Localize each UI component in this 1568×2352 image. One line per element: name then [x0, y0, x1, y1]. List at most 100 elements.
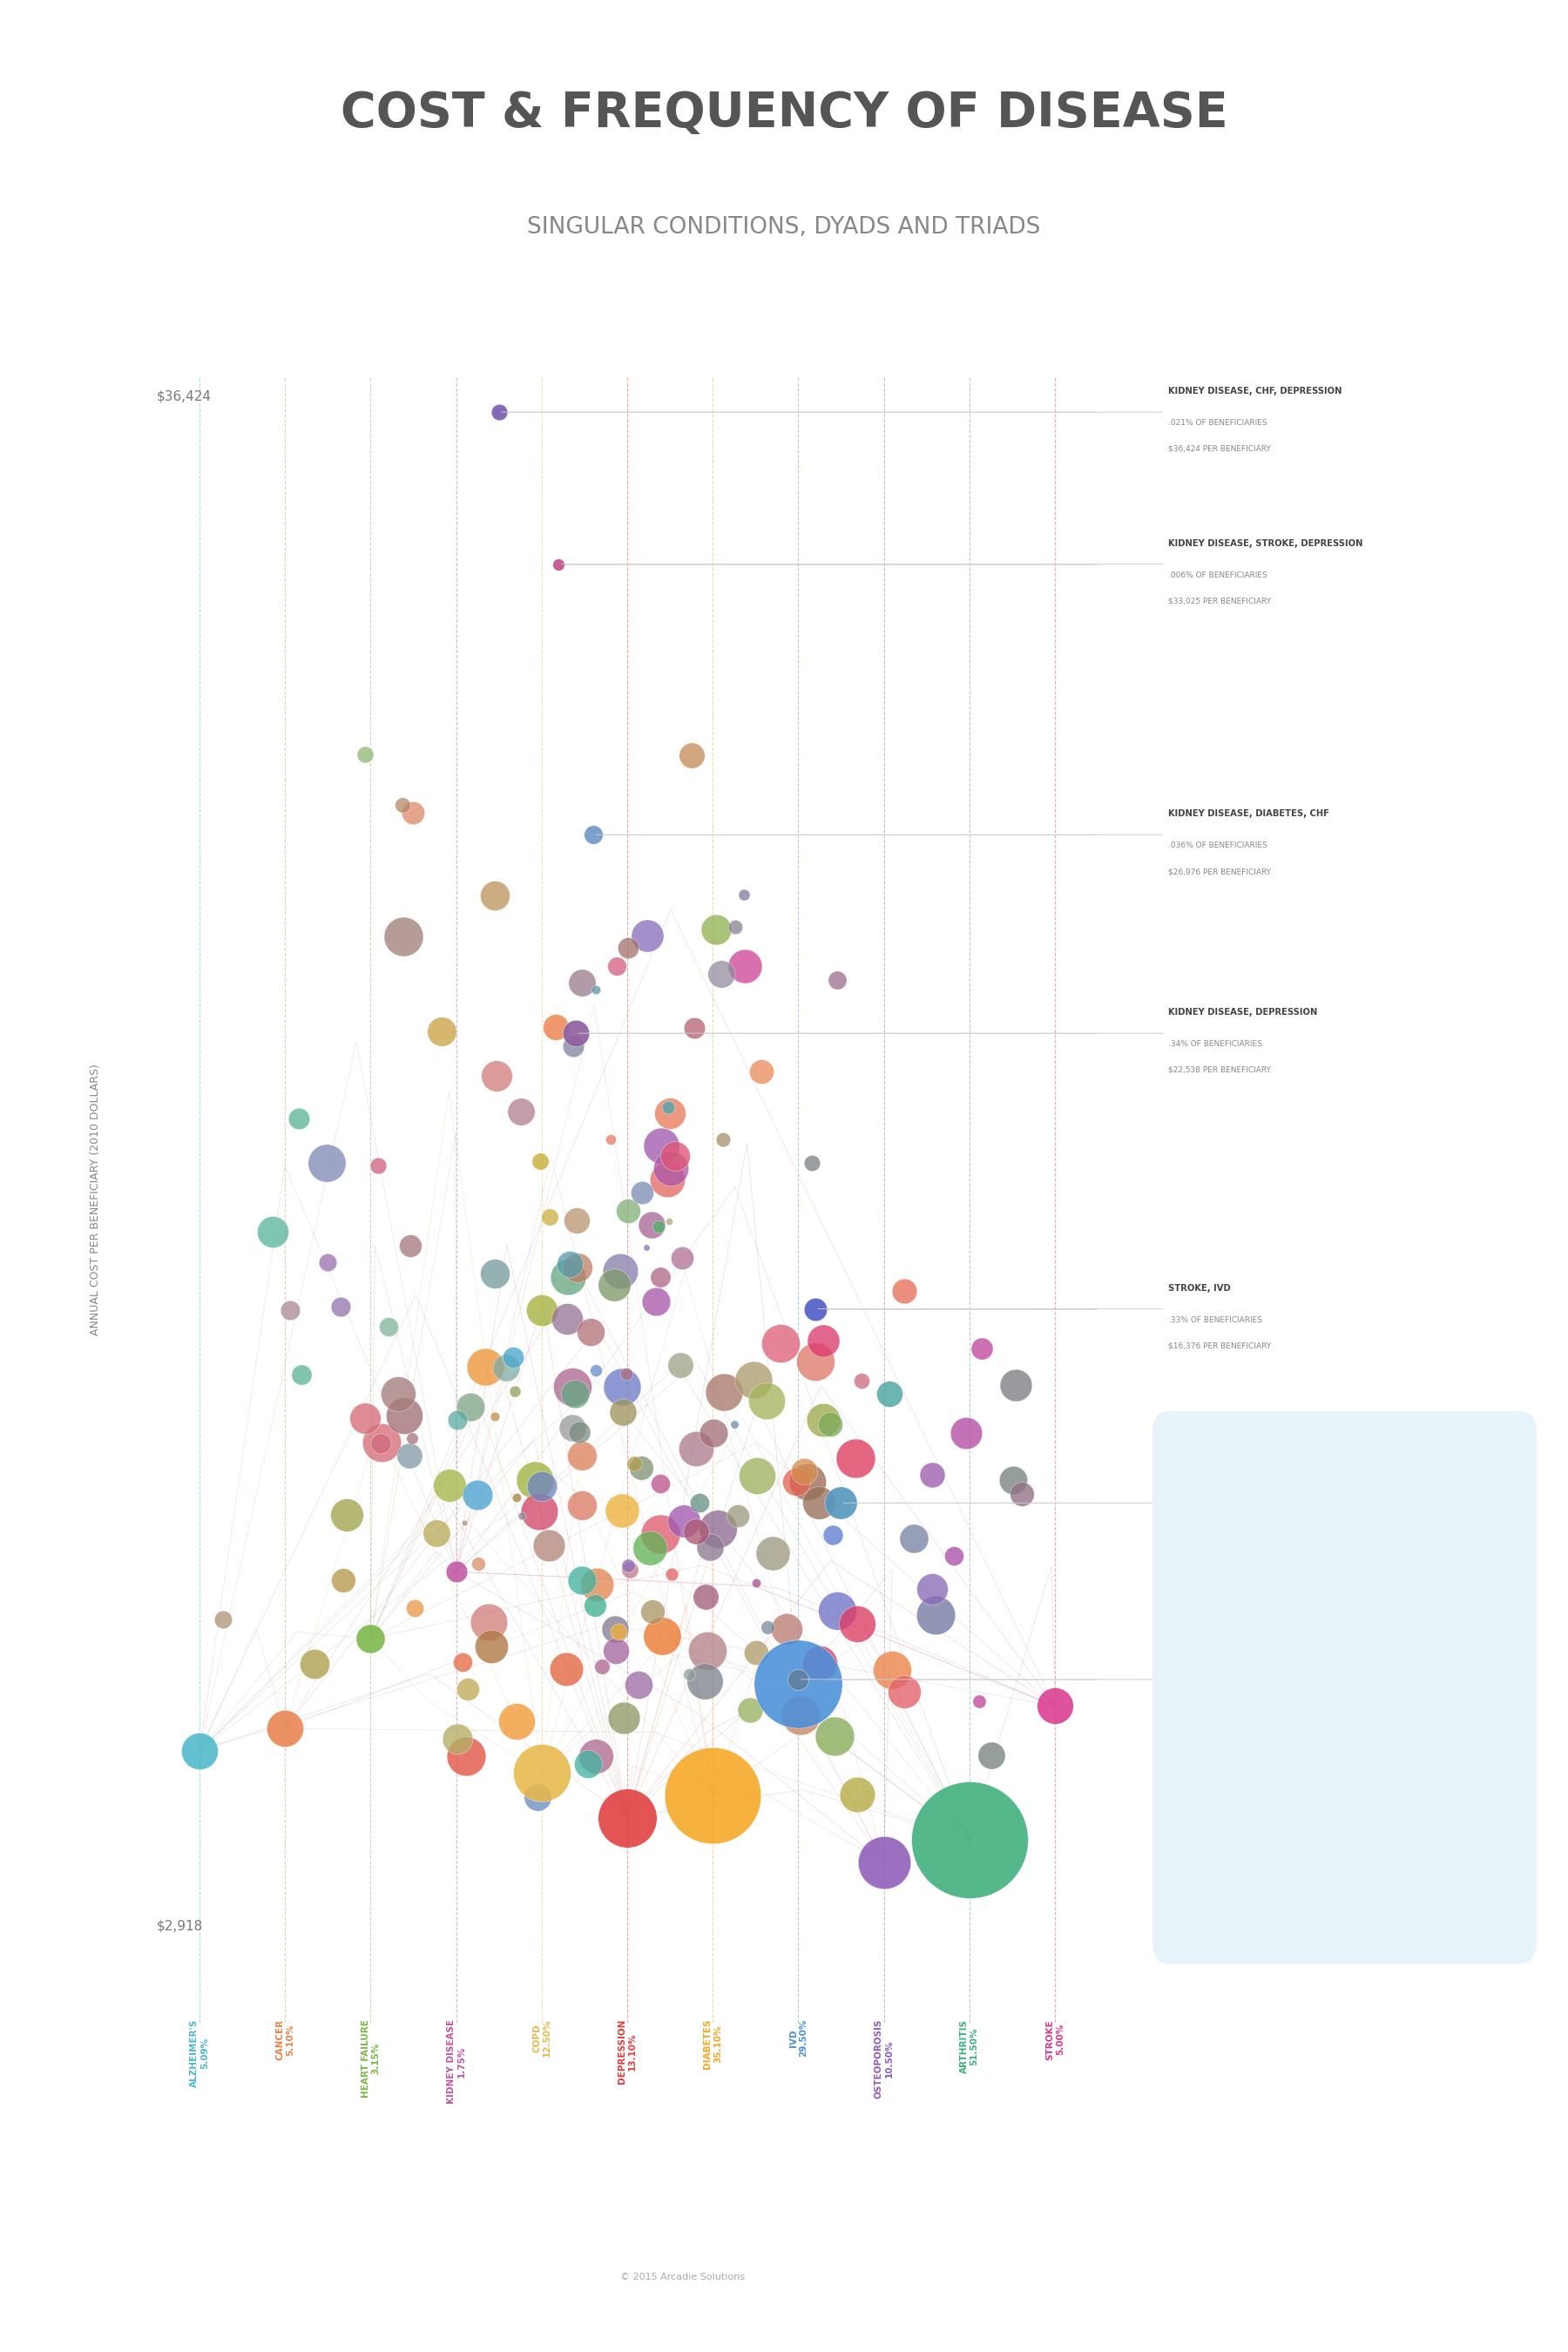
- Text: .021% OF BENEFICIARIES: .021% OF BENEFICIARIES: [1168, 419, 1267, 428]
- Point: [583, 1738, 608, 1776]
- Point: [445, 1719, 470, 1757]
- Point: [789, 1696, 814, 1733]
- Point: [662, 1136, 687, 1174]
- Point: [560, 1028, 585, 1065]
- Point: [616, 1192, 641, 1230]
- Point: [978, 1736, 1004, 1773]
- Point: [646, 1207, 671, 1244]
- Point: [210, 1602, 235, 1639]
- Point: [386, 1376, 411, 1414]
- Point: [616, 1548, 641, 1585]
- Point: [657, 1202, 682, 1240]
- Point: [583, 1566, 608, 1604]
- Point: [1000, 1461, 1025, 1498]
- Text: CANCER
5.10%: CANCER 5.10%: [276, 2018, 295, 2060]
- Point: [626, 1665, 651, 1703]
- Point: [806, 1484, 831, 1522]
- Point: [612, 1698, 637, 1736]
- Text: DIABETES
35.10%: DIABETES 35.10%: [704, 2018, 723, 2070]
- Point: [924, 1597, 949, 1635]
- Point: [808, 1644, 833, 1682]
- Point: [920, 1456, 946, 1494]
- Point: [260, 1214, 285, 1251]
- Point: [768, 1324, 793, 1362]
- Text: .006% OF BENEFICIARIES: .006% OF BENEFICIARIES: [1168, 572, 1267, 579]
- Point: [590, 1646, 615, 1684]
- Point: [353, 736, 378, 774]
- Text: 0.22% OF BENEFICIARIES: 0.22% OF BENEFICIARIES: [1168, 1686, 1267, 1693]
- Text: HEART FAILURE
3.15%: HEART FAILURE 3.15%: [361, 2018, 379, 2098]
- Point: [754, 1609, 779, 1646]
- Point: [629, 1174, 654, 1211]
- Point: [555, 1301, 580, 1338]
- Text: KIDNEY DISEASE, DEPRESSION: KIDNEY DISEASE, DEPRESSION: [1168, 1009, 1317, 1016]
- Text: COMPLEX AND COSTLY: COMPLEX AND COSTLY: [1289, 1661, 1400, 1670]
- Point: [880, 1651, 905, 1689]
- Text: DIABETES, OSTEOPOROSIS, ARTHRITIS: DIABETES, OSTEOPOROSIS, ARTHRITIS: [1168, 1653, 1356, 1663]
- Point: [530, 1291, 555, 1329]
- Point: [605, 1613, 630, 1651]
- Point: [477, 1604, 502, 1642]
- Text: ANNUAL COST PER BENEFICIARY (2010 DOLLARS): ANNUAL COST PER BENEFICIARY (2010 DOLLAR…: [89, 1063, 102, 1336]
- Point: [649, 1616, 674, 1653]
- Text: ALZHEIMER'S
5.09%: ALZHEIMER'S 5.09%: [190, 2018, 209, 2086]
- Text: KIDNEY DISEASE, CHF, DEPRESSION: KIDNEY DISEASE, CHF, DEPRESSION: [1168, 388, 1342, 395]
- Point: [610, 1392, 635, 1430]
- Point: [569, 1562, 594, 1599]
- Point: [564, 1202, 590, 1240]
- Point: [792, 1454, 817, 1491]
- Point: [877, 1376, 902, 1414]
- Point: [615, 1355, 640, 1392]
- Text: $33,025 PER BENEFICIARY: $33,025 PER BENEFICIARY: [1168, 597, 1272, 604]
- Point: [635, 917, 660, 955]
- Text: COLORS BLEND UPWARDS AS: COLORS BLEND UPWARDS AS: [1273, 1548, 1416, 1557]
- Point: [648, 1258, 673, 1296]
- Point: [892, 1272, 917, 1310]
- Point: [390, 917, 416, 955]
- Point: [536, 1526, 561, 1564]
- Point: [505, 1703, 530, 1740]
- Point: [563, 1014, 588, 1051]
- Text: STROKE, IVD: STROKE, IVD: [1168, 1284, 1231, 1294]
- Text: DEPRESSION
13.10%: DEPRESSION 13.10%: [618, 2018, 637, 2084]
- Point: [289, 1355, 314, 1392]
- Point: [458, 1388, 483, 1425]
- Text: COMORBIDITIES.: COMORBIDITIES.: [1305, 1717, 1385, 1726]
- Point: [848, 1362, 873, 1399]
- Point: [638, 1529, 663, 1566]
- Point: [732, 948, 757, 985]
- Text: $36,424 PER BENEFICIARY: $36,424 PER BENEFICIARY: [1168, 445, 1270, 454]
- Point: [331, 1562, 356, 1599]
- Text: SINGULAR CONDITIONS JOIN FOR: SINGULAR CONDITIONS JOIN FOR: [1264, 1604, 1425, 1613]
- Point: [604, 948, 629, 985]
- Point: [569, 964, 594, 1002]
- Text: $26,976 PER BENEFICIARY: $26,976 PER BENEFICIARY: [1168, 868, 1272, 875]
- Text: $36,424: $36,424: [157, 390, 212, 402]
- Point: [301, 1646, 326, 1684]
- Point: [742, 1362, 767, 1399]
- Point: [557, 1244, 582, 1282]
- Point: [872, 1844, 897, 1882]
- Point: [522, 1461, 547, 1498]
- Point: [726, 1496, 751, 1534]
- Point: [472, 1348, 497, 1385]
- Point: [941, 1536, 966, 1573]
- Point: [655, 1089, 681, 1127]
- Point: [709, 955, 734, 993]
- Point: [670, 1240, 695, 1277]
- Point: [508, 1094, 533, 1131]
- Point: [466, 1545, 491, 1583]
- Point: [445, 1402, 470, 1439]
- Point: [693, 1663, 718, 1700]
- Point: [743, 1635, 768, 1672]
- Point: [400, 795, 425, 833]
- Point: [825, 962, 850, 1000]
- Point: [554, 1651, 579, 1689]
- Point: [817, 1406, 842, 1444]
- Point: [610, 1367, 635, 1404]
- Point: [455, 1670, 480, 1708]
- Point: [671, 1503, 696, 1541]
- Point: [803, 1291, 828, 1329]
- Point: [731, 875, 756, 913]
- Text: 1.13% OF BENEFICIARIES: 1.13% OF BENEFICIARIES: [1168, 1510, 1267, 1517]
